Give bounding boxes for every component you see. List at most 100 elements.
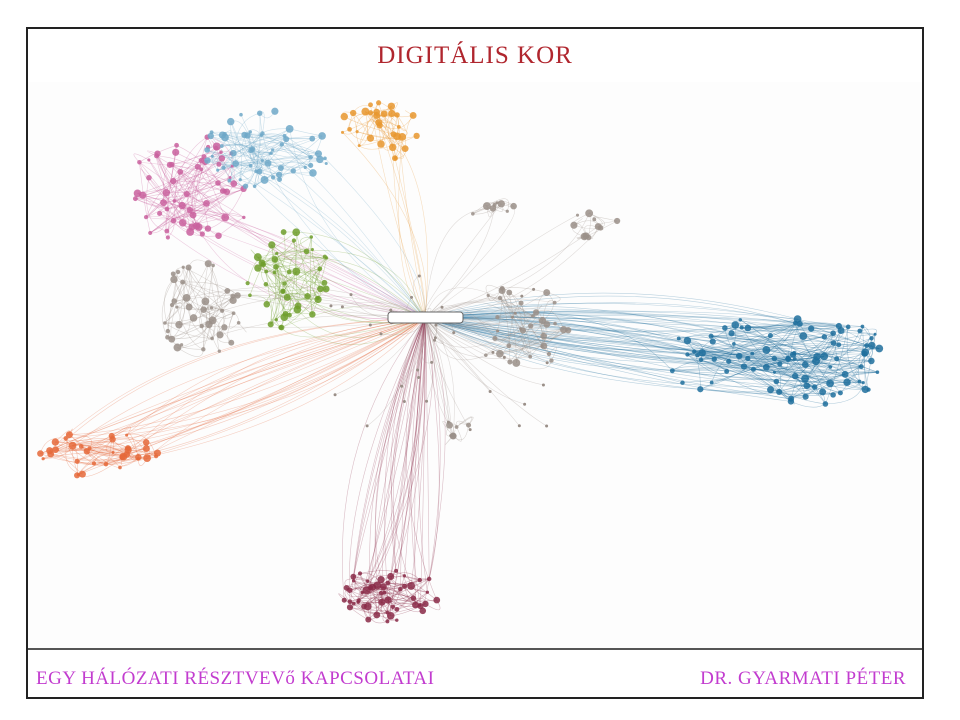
network-edge [424, 311, 880, 349]
network-node [271, 148, 275, 152]
network-node [276, 171, 283, 178]
network-node [419, 607, 427, 615]
network-node [254, 169, 259, 174]
network-node [392, 155, 398, 162]
network-edge [424, 317, 486, 361]
network-node [792, 372, 799, 380]
network-edge [77, 317, 426, 462]
network-node [283, 293, 291, 301]
network-edge [77, 448, 147, 466]
network-node [309, 235, 314, 239]
network-node [256, 168, 263, 175]
network-node [575, 213, 580, 217]
network-edge [815, 361, 866, 390]
network-node [683, 336, 692, 345]
network-edge [366, 317, 426, 591]
network-edge [212, 156, 426, 319]
network-edge [250, 150, 280, 176]
network-edge [289, 128, 323, 137]
network-edge [69, 434, 93, 449]
network-node [434, 323, 438, 327]
network-node [272, 270, 277, 275]
network-edge [424, 317, 812, 333]
network-node [385, 580, 391, 586]
network-edge [530, 324, 548, 347]
network-node [394, 112, 400, 118]
network-node [271, 107, 279, 115]
network-node [837, 390, 843, 396]
network-node [209, 306, 214, 310]
network-node [808, 325, 815, 332]
network-edge [724, 327, 789, 359]
network-node [799, 332, 808, 340]
network-edge [424, 310, 798, 320]
network-edge [263, 257, 426, 319]
network-edge [687, 353, 727, 372]
network-node [676, 336, 681, 341]
network-edge [702, 352, 878, 374]
network-edge [166, 177, 231, 194]
network-edge [488, 295, 555, 310]
network-node [314, 295, 322, 304]
network-node [857, 379, 862, 384]
network-node [37, 450, 44, 457]
network-node [263, 282, 269, 287]
network-node [264, 269, 269, 274]
network-node [377, 140, 385, 148]
network-edge [424, 317, 842, 351]
network-edge [697, 354, 815, 388]
network-edge [404, 317, 426, 576]
network-edge [240, 114, 426, 319]
network-node [570, 221, 578, 229]
network-node [316, 155, 324, 164]
network-node [801, 361, 809, 369]
network-node [695, 352, 700, 358]
network-node [65, 431, 73, 439]
network-edge [139, 162, 151, 233]
network-node [360, 590, 364, 595]
network-node [433, 338, 437, 342]
network-edge [157, 153, 197, 227]
network-node [210, 154, 214, 158]
network-node [413, 132, 420, 140]
network-node [454, 425, 459, 429]
network-node [452, 331, 456, 335]
network-edge [174, 146, 217, 202]
network-node [292, 228, 301, 237]
network-edge [678, 335, 794, 355]
network-node [365, 424, 369, 428]
network-edge [806, 385, 820, 396]
network-node [385, 619, 390, 624]
network-edge [740, 319, 826, 405]
network-edge [573, 224, 599, 230]
network-edge [271, 244, 285, 318]
network-edge [386, 317, 426, 613]
network-edge [424, 317, 818, 371]
network-node [488, 390, 492, 394]
network-node [830, 340, 837, 346]
network-edge [203, 308, 239, 323]
network-node [154, 150, 161, 157]
network-edge [105, 317, 426, 465]
network-edge [212, 133, 263, 157]
network-edge [164, 322, 213, 339]
network-node [68, 441, 77, 450]
network-edge [522, 325, 531, 358]
network-node [228, 176, 232, 180]
network-node [387, 572, 395, 581]
network-node [425, 590, 430, 594]
network-node [229, 296, 237, 305]
network-node [211, 263, 215, 268]
network-edge [424, 317, 880, 355]
network-edge [516, 329, 564, 364]
network-node [74, 458, 80, 464]
network-node [532, 287, 536, 291]
network-edge [390, 317, 426, 587]
network-node [532, 309, 540, 316]
network-edge [830, 330, 861, 368]
network-edge [766, 347, 862, 367]
network-edge [207, 135, 285, 161]
network-node [282, 281, 287, 286]
network-node [164, 228, 170, 234]
network-edge [171, 164, 226, 218]
